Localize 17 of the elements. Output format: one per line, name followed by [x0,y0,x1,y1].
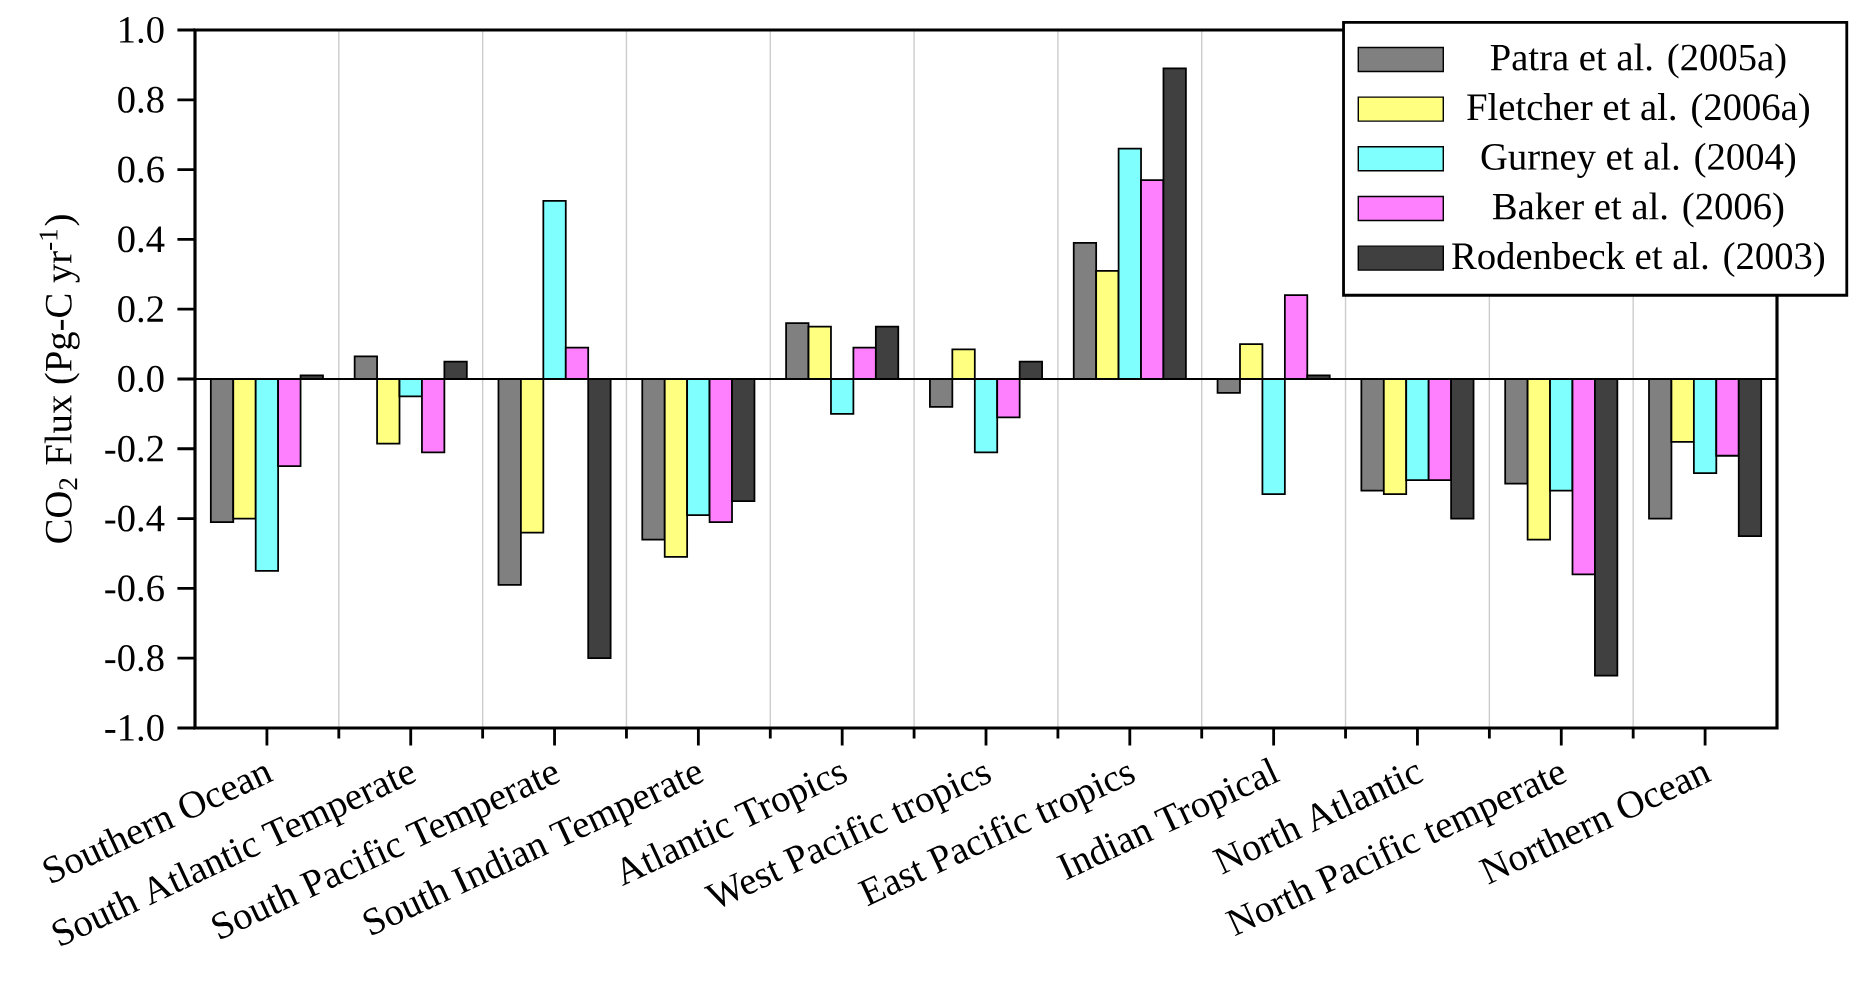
y-tick-label: 0.4 [118,226,165,253]
y-tick-label: -1.0 [105,714,164,742]
legend-label: Fletcher et al. (2006a) [1467,93,1809,129]
y-tick-label: 1.0 [120,16,164,44]
legend-label: Baker et al. (2006) [1492,192,1784,228]
legend-label: Rodenbeck et al. (2003) [1452,242,1825,278]
y-axis-title: CO$_{2}$ Flux (Pg-C yr$^{-1}$) [39,215,80,543]
y-tick-label: 0.2 [118,296,163,323]
y-tick-label: 0.0 [118,365,164,393]
y-tick-label: -0.4 [105,505,165,532]
legend-label: Patra et al. (2005a) [1490,43,1786,79]
y-tick-label: 0.8 [118,86,164,113]
y-tick-label: -0.2 [105,435,163,462]
y-tick-label: 0.6 [118,156,164,183]
y-tick-label: -0.8 [105,645,164,672]
legend-label: Gurney et al. (2004) [1481,142,1796,178]
y-tick-label: -0.6 [105,575,164,602]
